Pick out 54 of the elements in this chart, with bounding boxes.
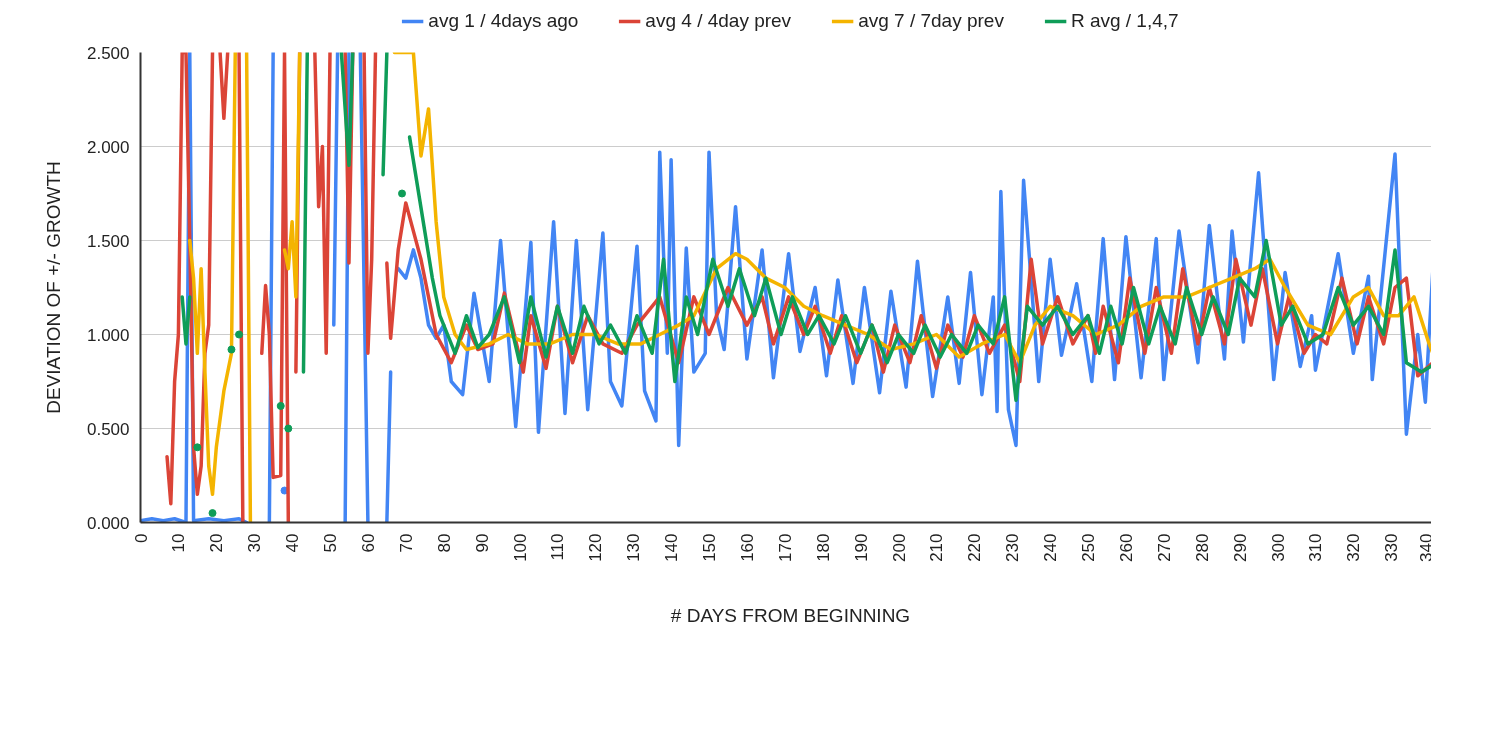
x-tick-label: 50 [321, 533, 340, 553]
y-tick-label: 2.000 [86, 137, 130, 157]
y-tick-label: 0.000 [86, 513, 130, 533]
y-tick-label: 1.500 [86, 231, 130, 251]
x-tick-label: 280 [1192, 533, 1212, 562]
x-tick-label: 180 [813, 533, 833, 562]
x-tick-label: 150 [700, 533, 720, 562]
point [276, 401, 285, 410]
x-tick-label: 340 [1416, 533, 1436, 562]
x-tick-label: 70 [396, 533, 416, 553]
x-tick-label: 160 [737, 533, 757, 562]
x-tick-label: 200 [889, 533, 909, 562]
point [227, 345, 236, 354]
legend-label: avg 4 / 4day prev [645, 10, 792, 32]
x-tick-label: 310 [1306, 533, 1326, 562]
x-tick-label: 120 [586, 533, 606, 562]
legend-label: avg 7 / 7day prev [858, 10, 1004, 32]
x-tick-label: 300 [1268, 533, 1288, 562]
point [284, 424, 293, 433]
x-tick-label: 40 [283, 533, 303, 553]
x-tick-label: 80 [434, 533, 454, 553]
x-tick-label: 320 [1344, 533, 1364, 562]
y-tick-label: 0.500 [86, 419, 130, 439]
point [208, 509, 217, 518]
x-tick-label: 170 [775, 533, 795, 562]
x-tick-label: 330 [1382, 533, 1402, 562]
point [193, 443, 202, 452]
legend-label: R avg / 1,4,7 [1070, 10, 1179, 32]
x-tick-label: 250 [1079, 533, 1099, 562]
y-axis-title: DEVIATION OF +/- GROWTH [42, 161, 64, 414]
x-tick-label: 0 [131, 533, 151, 543]
x-tick-label: 30 [245, 533, 265, 553]
x-tick-label: 270 [1154, 533, 1174, 562]
x-tick-label: 230 [1003, 533, 1023, 562]
point [235, 330, 244, 339]
x-tick-label: 260 [1116, 533, 1136, 562]
x-tick-label: 10 [169, 533, 189, 553]
x-tick-label: 100 [510, 533, 530, 562]
x-tick-label: 220 [965, 533, 985, 562]
legend-label: avg 1 / 4days ago [428, 10, 579, 32]
point [398, 189, 407, 198]
x-tick-label: 210 [927, 533, 947, 562]
x-tick-label: 130 [624, 533, 644, 562]
x-tick-label: 90 [472, 533, 492, 553]
x-tick-label: 140 [662, 533, 682, 562]
x-tick-label: 290 [1230, 533, 1250, 562]
x-tick-label: 60 [358, 533, 378, 553]
x-tick-label: 190 [851, 533, 871, 562]
x-tick-label: 240 [1041, 533, 1061, 562]
y-tick-label: 2.500 [86, 43, 130, 63]
x-tick-label: 20 [207, 533, 227, 553]
y-tick-label: 1.000 [86, 325, 130, 345]
x-tick-label: 110 [548, 533, 568, 561]
x-axis-title: # DAYS FROM BEGINNING [670, 604, 911, 626]
